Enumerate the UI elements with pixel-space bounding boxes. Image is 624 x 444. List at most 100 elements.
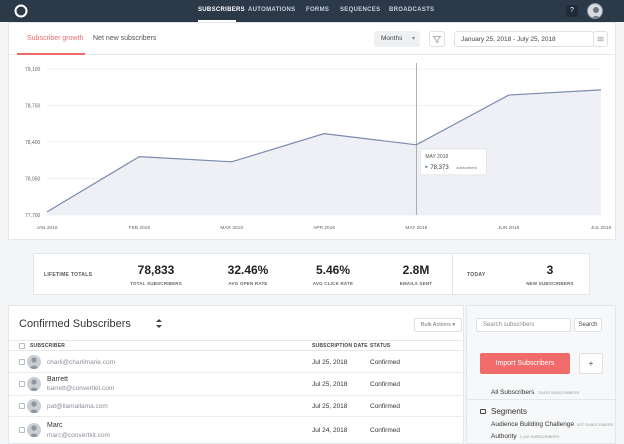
row-checkbox[interactable] xyxy=(19,403,25,409)
tooltip-month: MAY 2018 xyxy=(425,154,448,160)
column-subscriber[interactable]: SUBSCRIBER xyxy=(30,343,66,349)
search-button[interactable]: Search xyxy=(574,318,602,332)
x-tick-label: JUN 2018 xyxy=(498,225,520,231)
import-subscribers-button[interactable]: Import Subscribers xyxy=(480,353,570,374)
all-subscribers-link[interactable]: All Subscribers 78,833 SUBSCRIBERS xyxy=(491,389,579,396)
subscriber-sidebar: Search subscribers Search Import Subscri… xyxy=(466,305,616,444)
convertkit-logo-icon[interactable] xyxy=(14,4,28,18)
confirmed-subscribers-card: Confirmed Subscribers Bulk Actions ▾ SUB… xyxy=(8,305,465,444)
stat-value: 2.8M xyxy=(402,263,430,277)
row-email[interactable]: marc@convertkit.com xyxy=(47,432,110,439)
search-input[interactable]: Search subscribers xyxy=(476,318,571,332)
row-name[interactable]: Marc xyxy=(47,422,63,429)
row-checkbox[interactable] xyxy=(19,427,25,433)
stat-label: AVG OPEN RATE xyxy=(228,281,268,286)
row-status: Confirmed xyxy=(370,427,400,434)
avatar xyxy=(27,423,41,437)
nav-forms[interactable]: FORMS xyxy=(306,7,330,13)
row-email[interactable]: barrett@convertkit.com xyxy=(47,385,115,392)
nav-broadcasts[interactable]: BROADCASTS xyxy=(389,7,435,13)
sidebar-divider xyxy=(467,399,615,400)
y-tick-label: 78,050 xyxy=(25,177,41,183)
stat-label: NEW SUBSCRIBERS xyxy=(526,281,574,286)
active-tab-indicator xyxy=(17,53,85,55)
stat-avg-open-rate: 32.46% AVG OPEN RATE xyxy=(208,263,288,286)
table-header: SUBSCRIBER SUBSCRIPTION DATE STATUS xyxy=(9,340,465,351)
top-nav-bar: SUBSCRIBERS AUTOMATIONS FORMS SEQUENCES … xyxy=(0,0,624,22)
y-tick-label: 77,700 xyxy=(25,213,41,219)
table-row[interactable]: Barrett barrett@convertkit.com Jul 25, 2… xyxy=(9,373,465,396)
row-date: Jul 24, 2018 xyxy=(312,427,348,434)
table-row[interactable]: Marc marc@convertkit.com Jul 24, 2018 Co… xyxy=(9,417,465,444)
x-tick-label: MAR 2018 xyxy=(220,225,243,231)
row-date: Jul 25, 2018 xyxy=(312,359,348,366)
lifetime-stats-card: LIFETIME TOTALS 78,833 TOTAL SUBSCRIBERS… xyxy=(33,253,590,295)
tooltip-box xyxy=(419,148,487,176)
chevron-down-icon: ▾ xyxy=(411,36,415,42)
segment-label: Audience Building Challenge xyxy=(491,421,575,428)
bulk-actions-button[interactable]: Bulk Actions ▾ xyxy=(414,318,462,332)
segments-title: Segments xyxy=(491,407,528,416)
row-status: Confirmed xyxy=(370,403,400,410)
row-status: Confirmed xyxy=(370,381,400,388)
hamburger-icon xyxy=(597,36,604,42)
segment-label: Authority xyxy=(491,433,517,440)
segment-count: 2,100 SUBSCRIBERS xyxy=(519,434,560,439)
tooltip-value: 78,373 xyxy=(430,165,449,171)
user-avatar-icon xyxy=(29,425,39,437)
period-select[interactable]: Months ▾ xyxy=(374,31,420,47)
row-email[interactable]: pat@llamallama.com xyxy=(47,403,108,410)
date-range-picker[interactable]: January 25, 2018 - July 25, 2018 xyxy=(454,31,594,47)
stat-total-subscribers: 78,833 TOTAL SUBSCRIBERS xyxy=(116,263,196,286)
row-checkbox[interactable] xyxy=(19,381,25,387)
y-tick-label: 78,750 xyxy=(25,104,41,110)
table-row[interactable]: charli@charlimarie.com Jul 25, 2018 Conf… xyxy=(9,352,465,373)
stat-label: AVG CLICK RATE xyxy=(312,281,354,286)
y-tick-label: 79,100 xyxy=(25,67,41,73)
segments-icon xyxy=(480,409,486,414)
today-label: TODAY xyxy=(467,272,486,278)
segment-count: 837 SUBSCRIBERS xyxy=(577,422,614,427)
nav-sequences[interactable]: SEQUENCES xyxy=(340,7,381,13)
avatar xyxy=(27,377,41,391)
stat-value: 32.46% xyxy=(227,263,269,277)
tab-subscriber-growth[interactable]: Subscriber growth xyxy=(27,35,84,42)
segment-item[interactable]: Audience Building Challenge 837 SUBSCRIBE… xyxy=(491,421,614,428)
up-down-arrows-icon[interactable] xyxy=(156,319,162,328)
row-date: Jul 25, 2018 xyxy=(312,381,348,388)
nav-subscribers[interactable]: SUBSCRIBERS xyxy=(198,7,245,13)
growth-chart-card: Subscriber growth Net new subscribers Mo… xyxy=(8,22,617,240)
help-button[interactable]: ? xyxy=(566,5,578,17)
filter-button[interactable] xyxy=(429,31,445,47)
lifetime-totals-label: LIFETIME TOTALS xyxy=(44,272,93,278)
series-area xyxy=(47,89,601,215)
user-avatar[interactable] xyxy=(587,3,603,19)
nav-automations[interactable]: AUTOMATIONS xyxy=(248,7,296,13)
column-status[interactable]: STATUS xyxy=(370,343,391,349)
row-name[interactable]: Barrett xyxy=(47,376,69,383)
all-subscribers-count: 78,833 SUBSCRIBERS xyxy=(537,390,580,395)
stat-emails-sent: 2.8M EMAILS SENT xyxy=(376,263,456,286)
add-button[interactable]: + xyxy=(579,353,603,374)
tab-net-new-subscribers[interactable]: Net new subscribers xyxy=(93,35,157,42)
tooltip-suffix: subscribers xyxy=(456,165,476,170)
date-range-menu-button[interactable] xyxy=(593,31,608,47)
row-status: Confirmed xyxy=(370,359,400,366)
subscribers-title: Confirmed Subscribers xyxy=(19,318,131,330)
row-email[interactable]: charli@charlimarie.com xyxy=(47,359,116,366)
user-avatar-icon xyxy=(29,357,39,369)
select-all-checkbox[interactable] xyxy=(19,343,25,349)
x-tick-label: APR 2018 xyxy=(313,225,335,231)
row-checkbox[interactable] xyxy=(19,359,25,365)
stats-divider xyxy=(452,254,453,294)
all-subscribers-label: All Subscribers xyxy=(491,389,535,396)
segment-item[interactable]: Authority 2,100 SUBSCRIBERS xyxy=(491,433,559,440)
x-tick-label: JUL 2018 xyxy=(591,225,612,231)
table-row[interactable]: pat@llamallama.com Jul 25, 2018 Confirme… xyxy=(9,396,465,417)
column-subscription-date[interactable]: SUBSCRIPTION DATE xyxy=(312,343,368,349)
avatar xyxy=(27,399,41,413)
y-tick-label: 78,400 xyxy=(25,140,41,146)
x-tick-label: MAY 2018 xyxy=(405,225,427,231)
tooltip-bullet xyxy=(425,165,428,169)
filter-icon xyxy=(432,35,442,44)
